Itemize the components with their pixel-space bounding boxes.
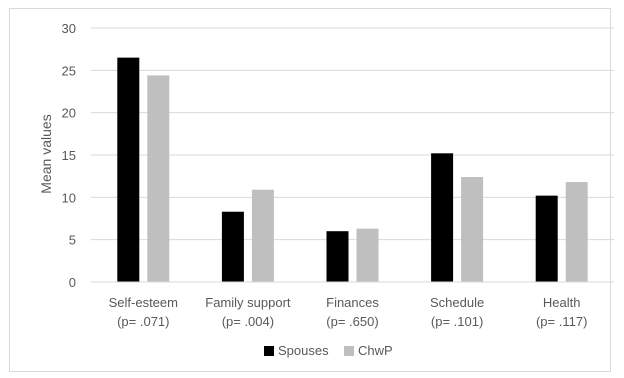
y-tick-label: 30 — [62, 21, 76, 36]
legend-swatch-spouses — [264, 346, 274, 356]
bar-spouses-4 — [535, 195, 558, 282]
bar-chwp-3 — [461, 177, 484, 282]
bar-spouses-2 — [326, 231, 349, 282]
x-category-label: Health — [543, 295, 581, 310]
legend-swatch-chwp — [344, 346, 354, 356]
x-category-label: Schedule — [430, 295, 484, 310]
bars — [117, 57, 588, 283]
x-axis-labels: Self-esteem (p= .071) Family support (p= .0… — [109, 295, 588, 329]
gridlines — [91, 27, 614, 241]
chart-frame — [9, 8, 611, 372]
x-category-label: Family support — [205, 295, 291, 310]
bar-chwp-1 — [251, 189, 274, 282]
y-tick-label: 5 — [69, 233, 76, 248]
bar-chwp-0 — [147, 75, 170, 282]
y-axis-label: Mean values — [38, 114, 54, 193]
x-category-pvalue: (p= .071) — [117, 314, 169, 329]
y-tick-label: 0 — [69, 275, 76, 290]
y-tick-label: 10 — [62, 190, 76, 205]
x-category-label: Self-esteem — [109, 295, 178, 310]
y-tick-label: 25 — [62, 63, 76, 78]
bar-spouses-0 — [117, 57, 140, 283]
bar-chwp-4 — [565, 182, 588, 282]
bar-spouses-3 — [431, 153, 454, 282]
x-category-pvalue: (p= .117) — [536, 314, 587, 329]
x-category-pvalue: (p= .101) — [431, 314, 483, 329]
y-tick-label: 15 — [62, 148, 76, 163]
x-category-pvalue: (p= .004) — [222, 314, 274, 329]
x-category-label: Finances — [326, 295, 379, 310]
bar-chwp-2 — [356, 228, 379, 282]
y-axis-ticks: 0 5 10 15 20 25 30 — [62, 21, 76, 290]
bar-spouses-1 — [221, 211, 244, 282]
legend: Spouses ChwP — [264, 343, 393, 358]
y-tick-label: 20 — [62, 106, 76, 121]
legend-label-chwp: ChwP — [358, 343, 393, 358]
x-category-pvalue: (p= .650) — [326, 314, 378, 329]
legend-label-spouses: Spouses — [278, 343, 329, 358]
